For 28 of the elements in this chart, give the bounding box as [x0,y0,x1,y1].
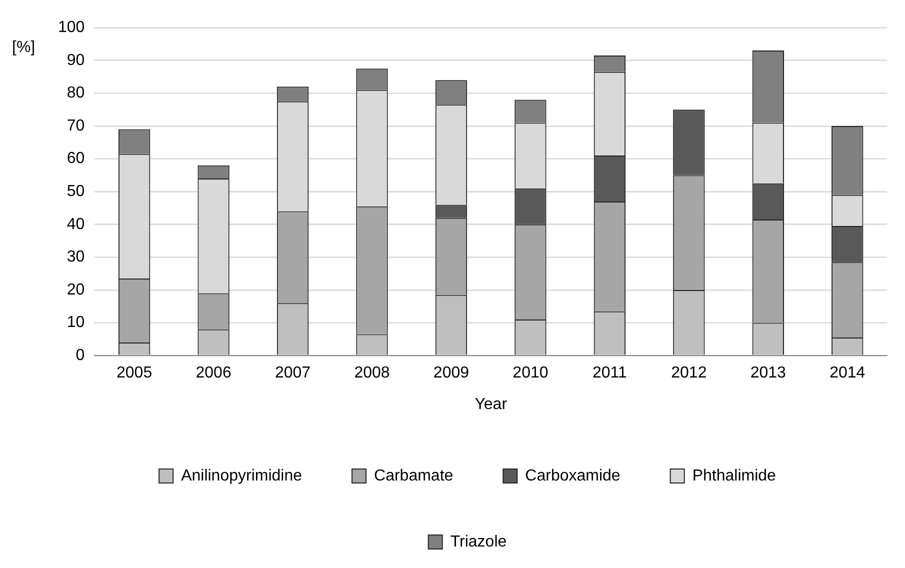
y-tick-label: 40 [66,216,85,233]
y-tick-label: 30 [66,248,85,266]
y-tick-label: 80 [66,84,85,102]
legend-label: Phthalimide [692,467,776,484]
x-tick-label: 2006 [196,364,232,382]
x-tick-label: 2014 [830,364,866,382]
x-axis-title: Year [474,396,508,413]
y-tick-label: 60 [66,150,85,168]
x-tick-label: 2005 [116,364,152,382]
x-tick-label: 2010 [512,364,548,382]
legend-label: Carbamate [374,467,454,484]
y-tick-label: 50 [66,183,85,200]
y-axis-title: [%] [12,39,36,56]
y-tick-label: 10 [66,314,85,332]
y-tick-label: 0 [76,347,85,364]
y-tick-label: 100 [58,19,85,36]
legend-label: Carboxamide [525,467,620,484]
x-tick-label: 2013 [750,364,786,382]
y-tick-label: 20 [66,281,85,298]
legend-label: Triazole [450,533,507,550]
x-tick-label: 2007 [274,364,311,382]
x-tick-label: 2012 [671,364,707,382]
x-tick-label: 2008 [354,364,390,382]
y-tick-label: 70 [66,117,85,134]
x-tick-label: 2009 [433,364,470,382]
legend-label: Anilinopyrimidine [181,467,302,484]
x-tick-label: 2011 [592,364,627,382]
y-tick-label: 90 [66,52,85,69]
